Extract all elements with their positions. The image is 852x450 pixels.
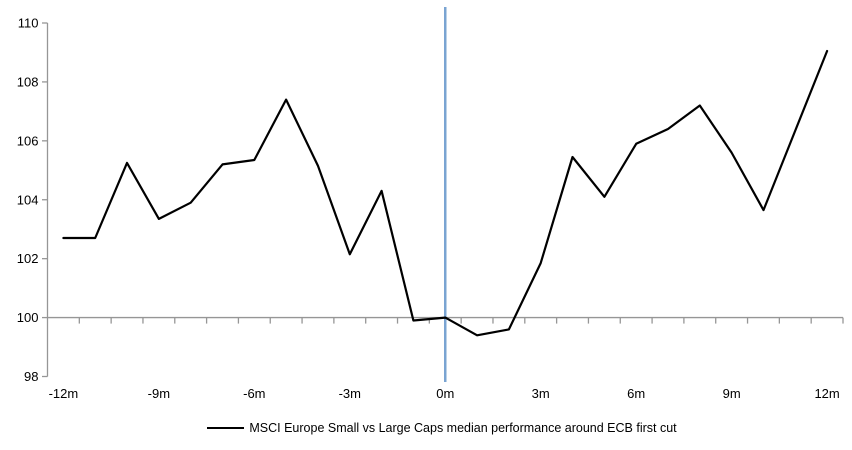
y-axis-tick-label: 104	[17, 192, 39, 207]
y-axis-tick-label: 102	[17, 251, 39, 266]
x-axis-tick-label: -3m	[339, 386, 361, 401]
x-axis-tick-label: 3m	[532, 386, 550, 401]
x-axis-tick-label: 12m	[814, 386, 839, 401]
y-axis-tick-label: 100	[17, 310, 39, 325]
y-axis-tick-label: 110	[18, 16, 39, 31]
line-chart: 98 100 102 104 106 108 110 -12m -9m -6m -3m 0m 3m 6m 9…	[17, 7, 844, 401]
x-axis-tick-label: 0m	[436, 386, 454, 401]
x-axis-tick-label: -9m	[148, 386, 170, 401]
series-line	[62, 49, 829, 337]
legend-label: MSCI Europe Small vs Large Caps median p…	[249, 421, 677, 435]
x-axis-tick-label: 9m	[723, 386, 741, 401]
y-axis-tick-label: 108	[17, 74, 39, 89]
y-axis-tick-label: 98	[24, 369, 38, 384]
x-axis-tick-label: -6m	[243, 386, 265, 401]
y-axis-tick-label: 106	[17, 133, 39, 148]
x-axis-tick-label: -12m	[49, 386, 79, 401]
legend: MSCI Europe Small vs Large Caps median p…	[0, 421, 852, 435]
x-axis-tick-label: 6m	[627, 386, 645, 401]
legend-line-swatch	[207, 427, 245, 429]
